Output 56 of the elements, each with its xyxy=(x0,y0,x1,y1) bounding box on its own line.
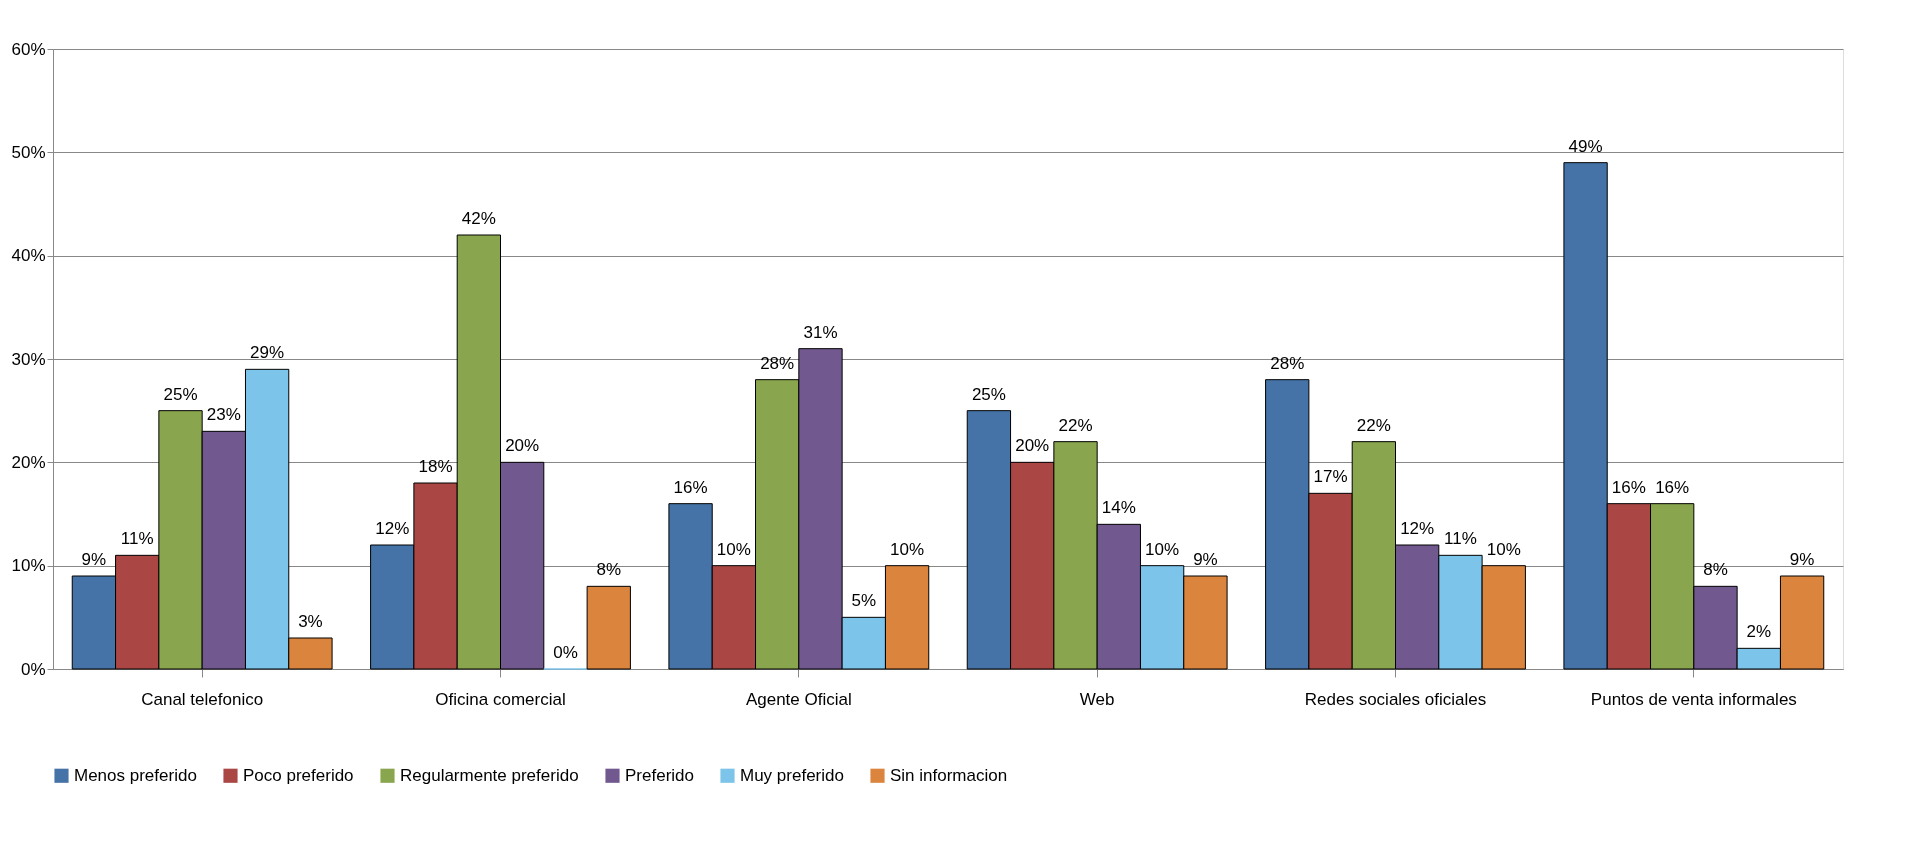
data-label: 9% xyxy=(1193,550,1218,569)
y-tick-label: 30% xyxy=(11,349,46,369)
y-tick-label: 50% xyxy=(11,142,46,162)
y-tick-label: 60% xyxy=(11,39,46,59)
data-label: 20% xyxy=(1015,436,1050,456)
legend-label: Menos preferido xyxy=(74,765,197,785)
x-tick-label: Redes sociales oficiales xyxy=(1304,689,1487,709)
legend-label: Regularmente preferido xyxy=(400,765,579,785)
data-label: 16% xyxy=(1655,477,1690,497)
data-label: 8% xyxy=(596,560,622,580)
data-label: 8% xyxy=(1703,560,1728,580)
data-label: 12% xyxy=(1400,519,1435,538)
x-tick-label: Oficina comercial xyxy=(435,689,566,709)
data-label: 25% xyxy=(163,384,198,404)
legend-label: Muy preferido xyxy=(740,765,844,785)
data-label: 14% xyxy=(1101,498,1136,518)
data-label: 9% xyxy=(81,550,107,569)
data-label: 17% xyxy=(1313,467,1348,487)
data-label: 25% xyxy=(971,384,1006,404)
y-tick-label: 10% xyxy=(11,556,46,576)
data-label: 0% xyxy=(553,643,578,662)
data-label: 16% xyxy=(673,477,708,497)
legend-label: Sin informacion xyxy=(890,765,1008,785)
data-label: 31% xyxy=(803,322,838,342)
data-label: 10% xyxy=(1486,539,1521,559)
data-label: 49% xyxy=(1568,136,1603,156)
data-label: 3% xyxy=(298,612,323,631)
data-label: 22% xyxy=(1058,415,1093,435)
legend-label: Preferido xyxy=(625,765,694,785)
data-label: 18% xyxy=(418,457,453,476)
y-tick-label: 0% xyxy=(20,659,46,679)
data-label: 16% xyxy=(1611,477,1646,497)
y-tick-label: 40% xyxy=(11,246,46,266)
data-label: 22% xyxy=(1356,415,1391,435)
data-label: 10% xyxy=(1145,539,1180,559)
data-label: 20% xyxy=(505,436,540,456)
data-label: 10% xyxy=(890,539,925,559)
data-label: 28% xyxy=(760,353,795,373)
data-label: 42% xyxy=(461,209,496,228)
legend-label: Poco preferido xyxy=(243,765,354,785)
data-label: 11% xyxy=(1444,529,1477,549)
x-tick-label: Agente Oficial xyxy=(745,689,852,709)
y-tick-label: 20% xyxy=(11,452,46,472)
data-label: 2% xyxy=(1746,622,1772,642)
data-label: 28% xyxy=(1270,353,1305,373)
x-tick-label: Puntos de venta informales xyxy=(1590,689,1797,709)
data-label: 9% xyxy=(1789,550,1815,569)
data-label: 12% xyxy=(375,519,410,538)
x-tick-label: Web xyxy=(1079,689,1115,709)
data-label: 5% xyxy=(851,591,877,611)
data-label: 11% xyxy=(120,529,154,549)
bar xyxy=(586,585,631,670)
data-label: 10% xyxy=(716,539,751,559)
data-label: 23% xyxy=(206,405,241,425)
data-label: 29% xyxy=(250,343,285,363)
x-tick-label: Canal telefonico xyxy=(141,689,264,709)
